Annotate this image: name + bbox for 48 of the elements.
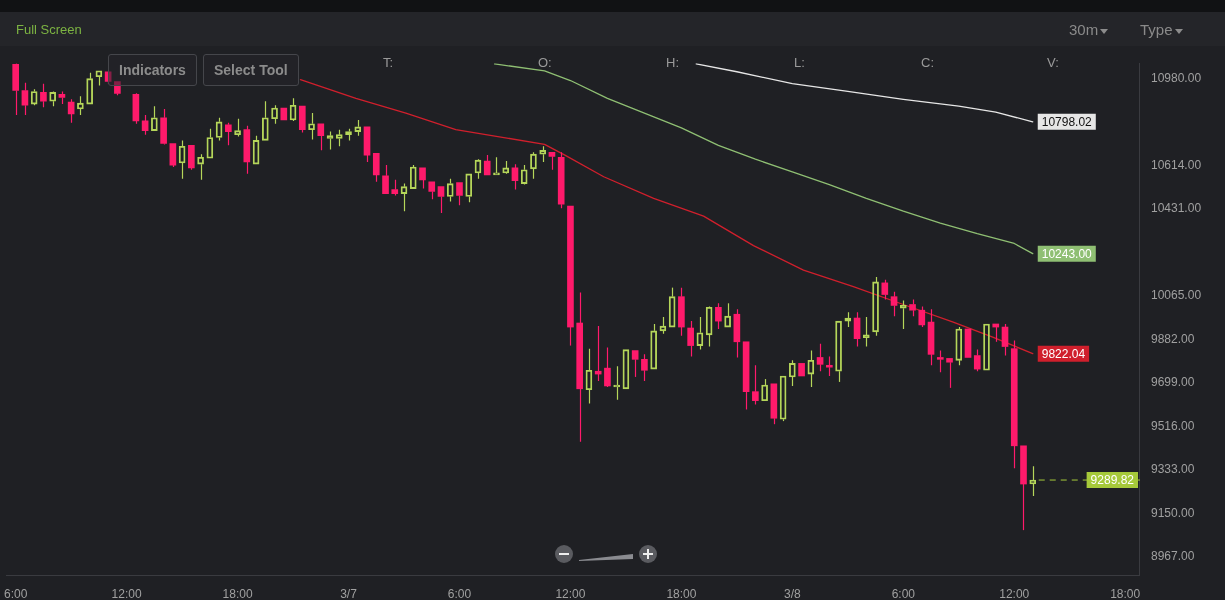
data-label: 9822.04: [1041, 346, 1086, 361]
annotation: Select Tool: [203, 54, 299, 86]
data-label: 10243.00: [1041, 246, 1093, 261]
candlestick: [1010, 339, 1018, 469]
y-tick-label: 9699.00: [1151, 375, 1195, 390]
y-tick-label: 9150.00: [1151, 505, 1195, 520]
ref-line-label: 9289.82: [1090, 473, 1135, 488]
candlestick: [1020, 445, 1027, 531]
candlestick: [927, 308, 935, 366]
text: Full Screen: [16, 22, 82, 37]
y-tick-label: 9882.00: [1151, 331, 1195, 346]
text: Type: [1140, 21, 1173, 38]
candlestick: [816, 343, 824, 372]
y-tick-label: 10614.00: [1151, 157, 1202, 172]
x-tick-label: 6:00: [4, 586, 28, 600]
annotation: T:: [383, 55, 394, 70]
candlestick: [594, 325, 602, 382]
x-tick-label: 6:00: [447, 586, 472, 600]
y-tick-label: 9333.00: [1151, 462, 1195, 477]
y-tick-label: 9516.00: [1151, 418, 1195, 433]
text: 30m: [1069, 21, 1099, 38]
x-tick-label: 12:00: [999, 586, 1030, 600]
x-tick-label: 3/7: [340, 586, 358, 600]
y-tick-label: 10980.00: [1151, 70, 1202, 85]
y-tick-label: 10065.00: [1151, 288, 1202, 303]
data-label: 10798.02: [1041, 115, 1093, 130]
x-tick-label: 3/8: [784, 586, 802, 600]
x-tick-label: 12:00: [555, 586, 586, 600]
candlestick: [946, 358, 953, 389]
candlestick: [188, 145, 195, 171]
x-tick-label: 18:00: [666, 586, 697, 600]
x-tick-label: 12:00: [111, 586, 142, 600]
candlestick: [936, 349, 944, 373]
y-tick-label: 10431.00: [1151, 201, 1202, 216]
annotation: H:: [666, 55, 679, 70]
x-tick-label: 18:00: [1110, 586, 1141, 600]
x-tick-label: 18:00: [222, 586, 253, 600]
annotation: Indicators: [108, 54, 197, 86]
candlestick: [576, 292, 584, 443]
annotation: V:: [1047, 55, 1059, 70]
y-tick-label: 8967.00: [1151, 549, 1195, 564]
annotation: O:: [538, 55, 552, 70]
candlestick: [752, 364, 759, 406]
x-tick-label: 6:00: [891, 586, 916, 600]
annotation: C:: [921, 55, 934, 70]
candlestick: [604, 346, 611, 387]
candlestick: [298, 105, 306, 134]
annotation: L:: [794, 55, 805, 70]
